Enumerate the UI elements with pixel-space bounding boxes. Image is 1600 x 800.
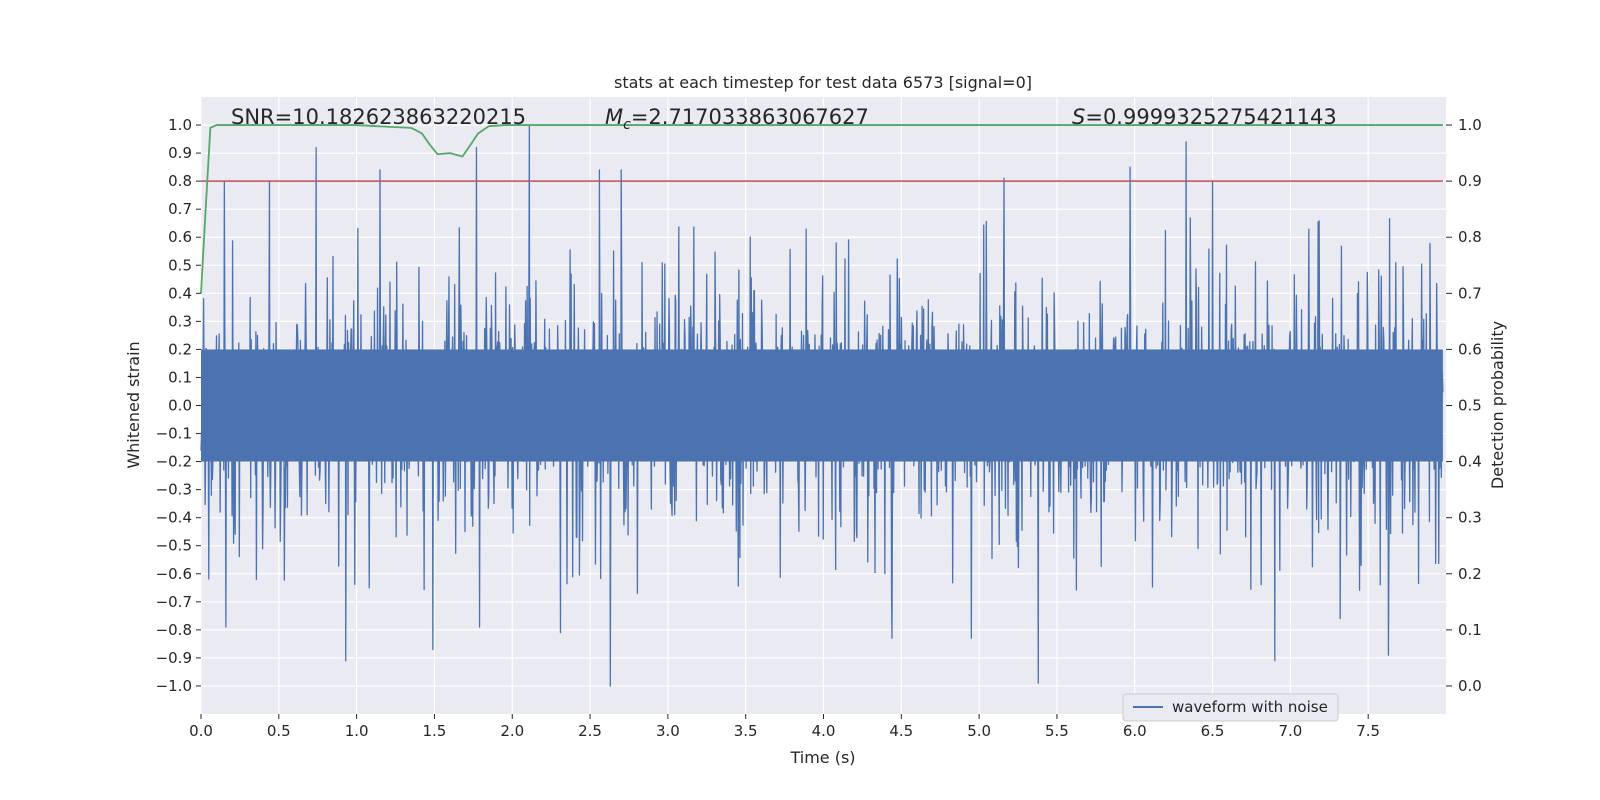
mc-subscript: c — [623, 117, 631, 133]
data-layer — [200, 124, 1444, 687]
y-right-tick-label: 1.0 — [1458, 116, 1482, 134]
y-axis-right-label: Detection probability — [1488, 321, 1507, 489]
y-left-tick-label: −0.8 — [156, 621, 192, 639]
y-left-tick-label: 1.0 — [168, 116, 192, 134]
y-left-tick-label: 0.7 — [168, 200, 192, 218]
waveform-dense-band — [201, 349, 1443, 462]
x-tick-label: 7.0 — [1278, 722, 1302, 740]
x-tick-label: 1.0 — [345, 722, 369, 740]
x-tick-label: 5.0 — [967, 722, 991, 740]
probability-line — [200, 124, 1443, 294]
y-right-tick-label: 0.1 — [1458, 621, 1482, 639]
y-left-tick-label: −0.6 — [156, 565, 192, 583]
y-axis-left-label: Whitened strain — [124, 341, 143, 468]
chart-title: stats at each timestep for test data 657… — [614, 73, 1032, 92]
snr-annotation: SNR=10.182623863220215 — [231, 105, 526, 129]
x-tick-label: 2.5 — [578, 722, 602, 740]
x-tick-label: 3.5 — [734, 722, 758, 740]
x-tick-label: 6.0 — [1123, 722, 1147, 740]
y-left-tick-label: 0.2 — [168, 340, 192, 358]
y-left-tick-label: −0.4 — [156, 509, 192, 527]
x-tick-label: 6.5 — [1201, 722, 1225, 740]
y-left-tick-label: −0.3 — [156, 481, 192, 499]
x-axis-label: Time (s) — [789, 748, 855, 767]
mc-symbol: M — [605, 105, 623, 129]
y-right-tick-label: 0.5 — [1458, 397, 1482, 415]
y-left-tick-label: 0.0 — [168, 397, 192, 415]
mc-value: =2.717033863067627 — [631, 105, 869, 129]
y-right-tick-label: 0.3 — [1458, 509, 1482, 527]
y-right-tick-label: 0.2 — [1458, 565, 1482, 583]
y-left-tick-label: 0.3 — [168, 312, 192, 330]
y-left-tick-label: 0.9 — [168, 144, 192, 162]
y-left-tick-label: −0.9 — [156, 649, 192, 667]
x-tick-label: 0.5 — [267, 722, 291, 740]
x-tick-label: 3.0 — [656, 722, 680, 740]
y-right-tick-label: 0.6 — [1458, 340, 1482, 358]
x-tick-label: 2.0 — [500, 722, 524, 740]
x-tick-label: 4.0 — [812, 722, 836, 740]
y-right-tick-label: 0.9 — [1458, 172, 1482, 190]
s-annotation: S=0.9999325275421143 — [1072, 105, 1337, 129]
x-tick-label: 0.0 — [189, 722, 213, 740]
y-right-tick-label: 0.8 — [1458, 228, 1482, 246]
x-tick-label: 5.5 — [1045, 722, 1069, 740]
y-left-tick-label: 0.5 — [168, 256, 192, 274]
s-value: =0.9999325275421143 — [1085, 105, 1336, 129]
legend-label: waveform with noise — [1172, 698, 1328, 716]
y-left-tick-label: 0.8 — [168, 172, 192, 190]
x-tick-label: 1.5 — [423, 722, 447, 740]
y-right-tick-label: 0.0 — [1458, 677, 1482, 695]
y-left-tick-label: −0.1 — [156, 425, 192, 443]
y-right-tick-label: 0.7 — [1458, 284, 1482, 302]
s-symbol: S — [1072, 105, 1085, 129]
x-tick-label: 4.5 — [889, 722, 913, 740]
y-left-tick-label: −1.0 — [156, 677, 192, 695]
y-left-tick-label: 0.1 — [168, 368, 192, 386]
x-tick-label: 7.5 — [1356, 722, 1380, 740]
mc-annotation: Mc=2.717033863067627 — [605, 105, 869, 133]
y-left-tick-label: −0.5 — [156, 537, 192, 555]
legend-box — [1122, 693, 1339, 722]
tick-layer: 0.0 0.5 1.0 1.5 2.0 2.5 3.0 3.5 4.0 4.5 5.0 5.5 6.0 6… — [156, 116, 1482, 740]
y-left-tick-label: −0.7 — [156, 593, 192, 611]
y-left-tick-label: 0.6 — [168, 228, 192, 246]
legend: waveform with noise — [1122, 693, 1339, 722]
y-left-tick-label: −0.2 — [156, 453, 192, 471]
y-right-tick-label: 0.4 — [1458, 453, 1482, 471]
y-left-tick-label: 0.4 — [168, 284, 192, 302]
